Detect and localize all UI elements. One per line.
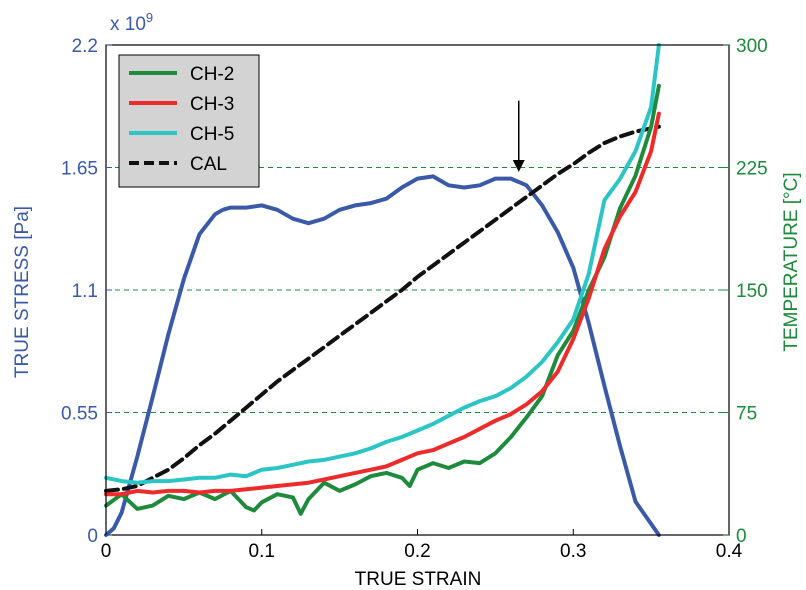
x-tick-label: 0.1	[249, 541, 275, 562]
series-line-ch-3	[104, 111, 661, 497]
y-axis-right-label: TEMPERATURE [°C]	[781, 172, 802, 351]
legend: CH-2 CH-3 CH-5 CAL	[118, 54, 260, 188]
series-line-cal	[104, 124, 661, 493]
legend-box	[118, 54, 260, 188]
legend-label-ch-5: CH-5	[190, 124, 234, 145]
left-axis-multiplier: x 109	[110, 10, 153, 35]
y-right-tick-label: 75	[736, 404, 757, 425]
x-tick-label: 0.3	[560, 541, 586, 562]
x-tick-label: 0.4	[716, 541, 743, 562]
y-left-tick-label: 2.2	[72, 36, 98, 57]
peak-arrow	[512, 100, 525, 172]
y-left-tick-label: 0.55	[61, 404, 98, 425]
x-tick-label: 0.2	[404, 541, 430, 562]
x-tick-label: 0	[101, 541, 112, 562]
arrow-head	[512, 159, 525, 172]
series-lines	[104, 43, 661, 537]
y-left-tick-label: 1.1	[72, 281, 98, 302]
legend-label-cal: CAL	[190, 154, 227, 175]
x-axis-label: TRUE STRAIN	[355, 569, 482, 590]
y-left-tick-label: 1.65	[61, 159, 98, 180]
y-right-tick-label: 300	[736, 36, 768, 57]
series-line-stress	[104, 174, 661, 537]
grid-lines	[106, 167, 729, 413]
y-left-tick-label: 0	[87, 526, 98, 547]
y-axis-left-label: TRUE STRESS [Pa]	[12, 206, 33, 378]
series-line-ch-2	[104, 83, 661, 516]
legend-label-ch-3: CH-3	[190, 94, 234, 115]
y-right-tick-label: 225	[736, 159, 768, 180]
legend-label-ch-2: CH-2	[190, 64, 234, 85]
y-right-tick-label: 0	[736, 526, 747, 547]
series-line-ch-5	[104, 43, 661, 485]
y-right-tick-label: 150	[736, 281, 768, 302]
